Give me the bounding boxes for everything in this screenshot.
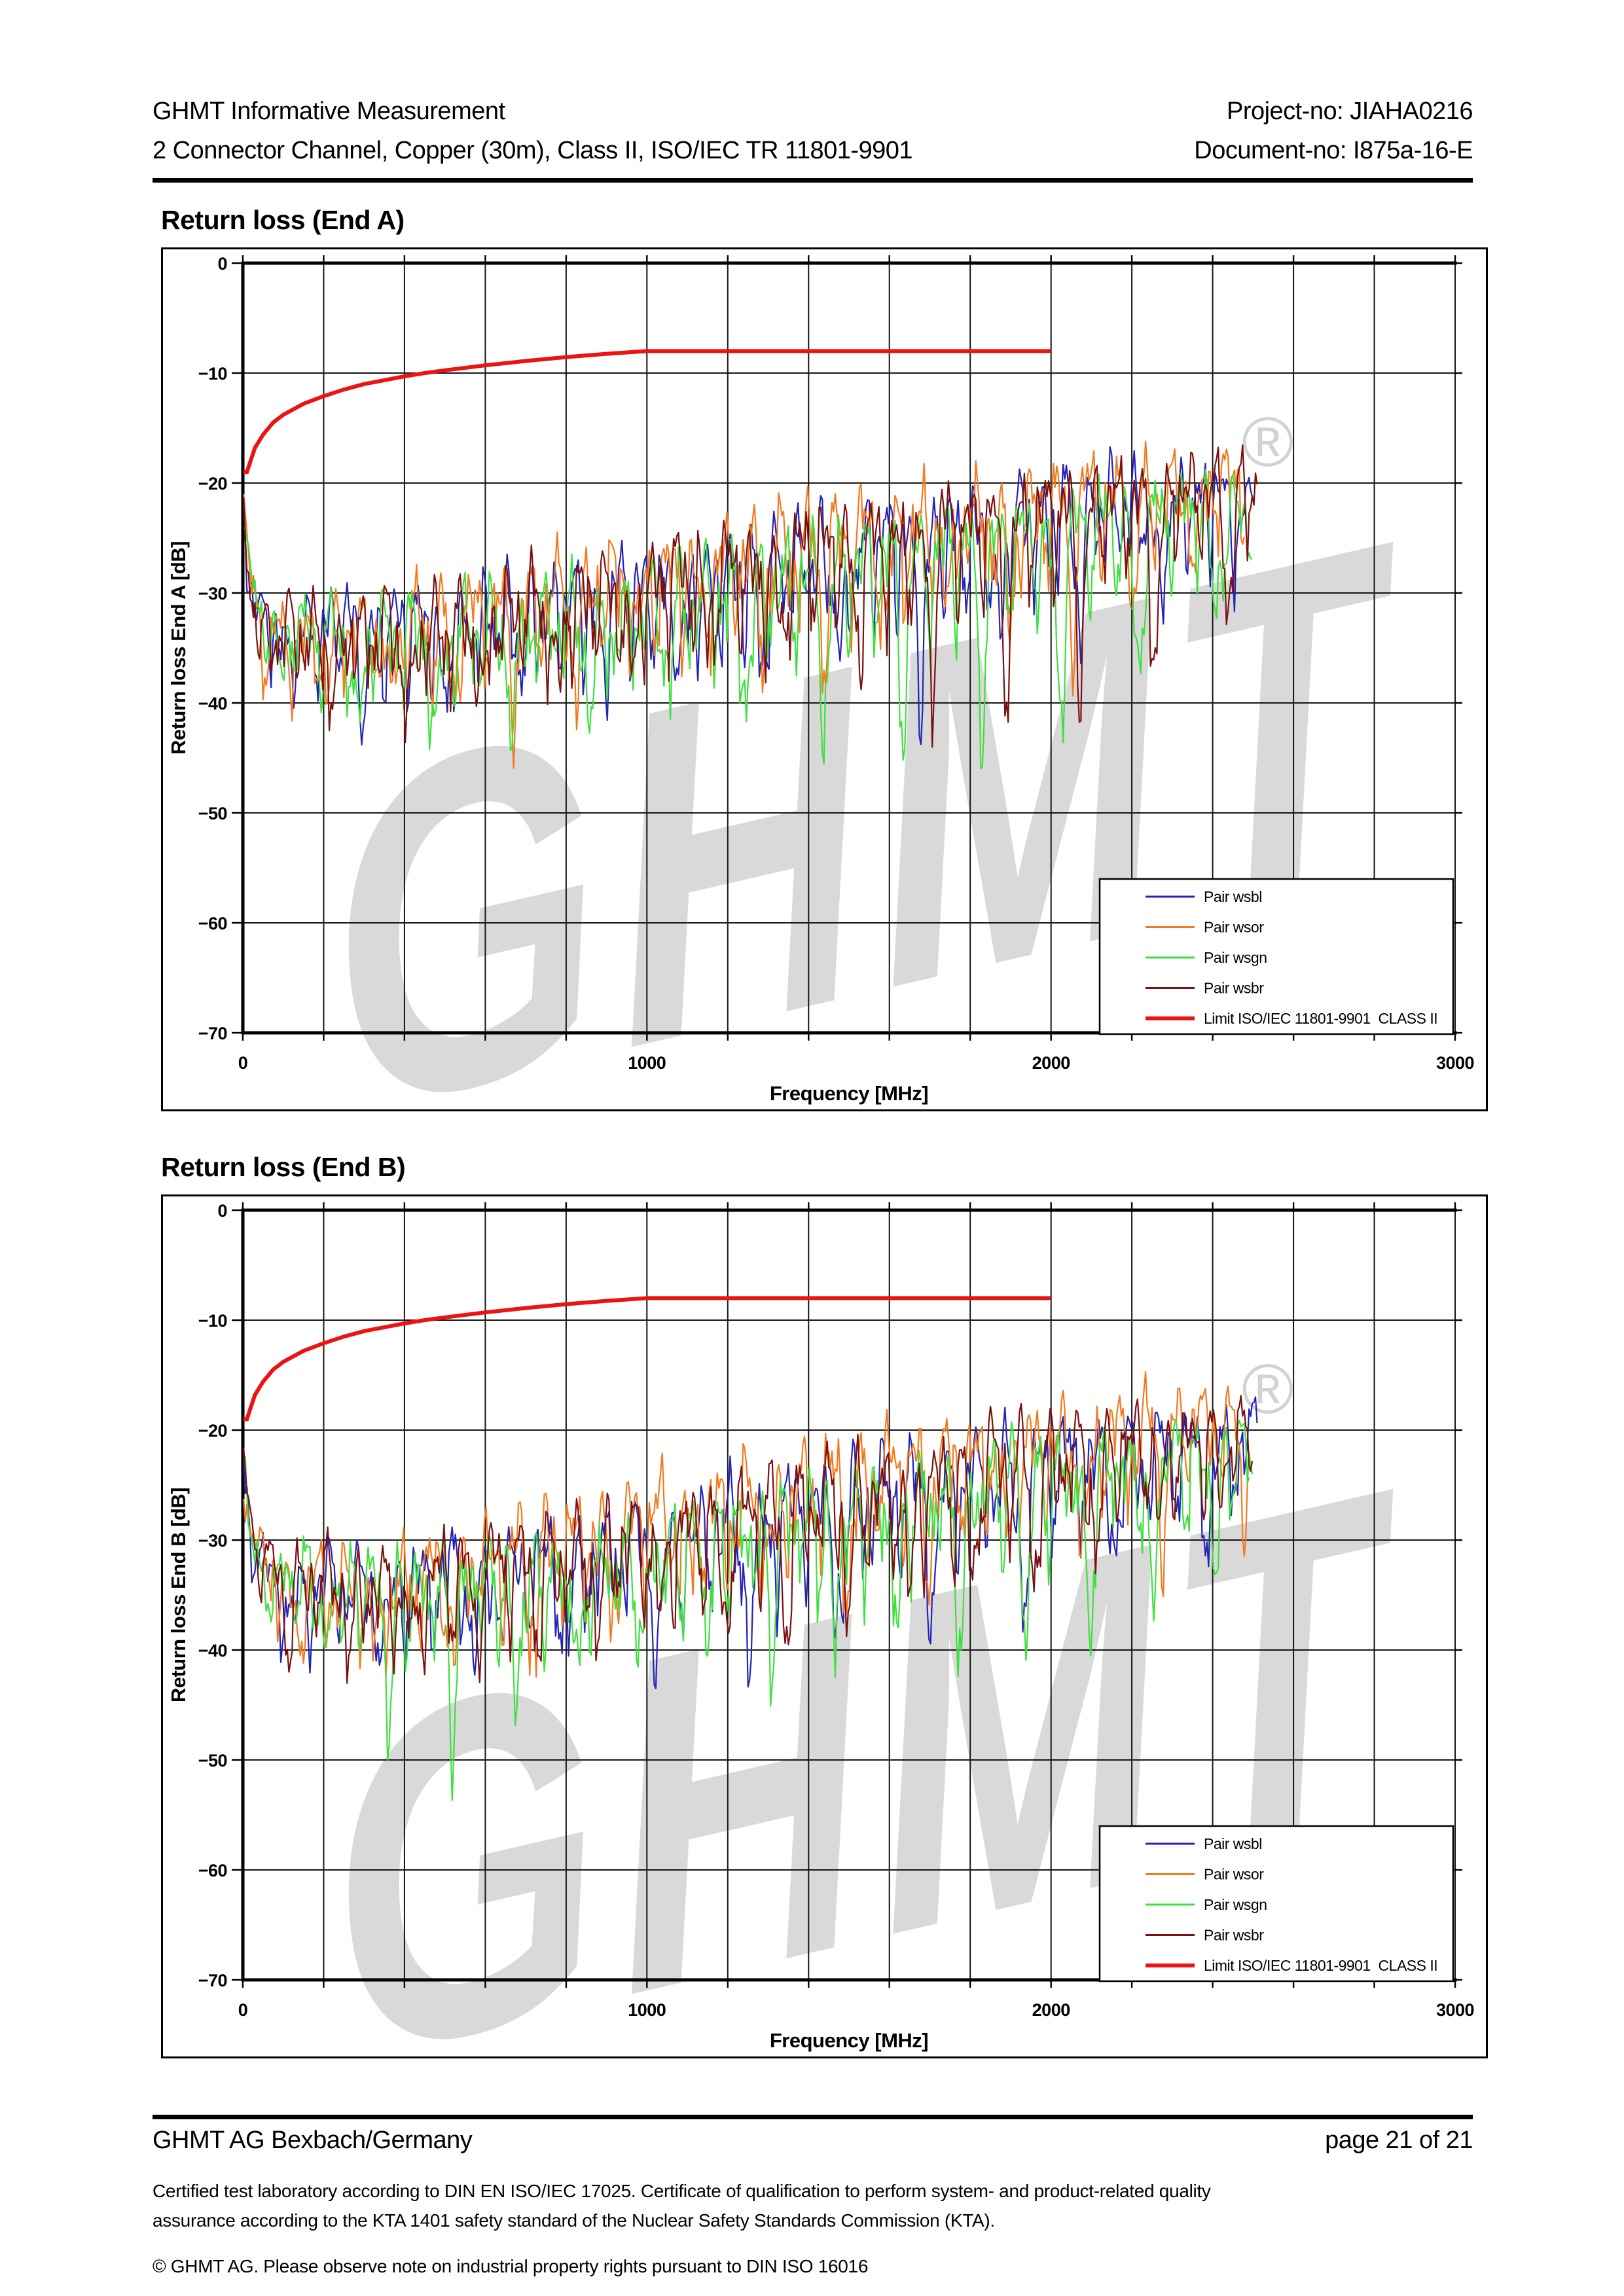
- footer-divider: [153, 2115, 1473, 2119]
- legend-label: Pair wsbr: [1204, 1927, 1264, 1944]
- svg-text:2000: 2000: [1032, 1053, 1070, 1073]
- svg-text:−40: −40: [198, 1641, 227, 1660]
- svg-text:−60: −60: [198, 914, 227, 933]
- header-title: GHMT Informative Measurement: [153, 98, 505, 125]
- chart-b-title: Return loss (End B): [161, 1152, 406, 1182]
- svg-text:−70: −70: [198, 1024, 227, 1043]
- x-axis-title: Frequency [MHz]: [770, 2029, 928, 2052]
- svg-text:−30: −30: [198, 1531, 227, 1551]
- svg-text:−60: −60: [198, 1861, 227, 1880]
- document-number: Document-no: I875a-16-E: [1194, 137, 1473, 164]
- tick-labels: 0 −10 −20 −30 −40 −50 −60 −70 0 1000 2000 3000: [198, 1201, 1475, 2020]
- registered-trademark-icon: ®: [1242, 402, 1294, 481]
- svg-text:−40: −40: [198, 694, 227, 713]
- legend: Pair wsbl Pair wsor Pair wsgn Pair wsbr Limi…: [1098, 1825, 1454, 1982]
- svg-text:−70: −70: [198, 1971, 227, 1990]
- header-divider: [153, 178, 1473, 183]
- chart-a-box: GHMT ® 0 −10 −20 −30 −40 −50 −60 −70 0 1000 2000 30…: [161, 247, 1488, 1111]
- svg-text:2000: 2000: [1032, 2000, 1070, 2020]
- legend-label: Pair wsbl: [1204, 1835, 1262, 1852]
- channel-description: 2 Connector Channel, Copper (30m), Class…: [153, 137, 913, 164]
- company-name: GHMT AG Bexbach/Germany: [153, 2126, 473, 2154]
- limit-line: [243, 349, 1051, 475]
- legend: Pair wsbl Pair wsor Pair wsgn Pair wsbr Limi…: [1098, 878, 1454, 1035]
- footer-main: GHMT AG Bexbach/Germany page 21 of 21: [153, 2126, 1473, 2155]
- certification-line-2: assurance according to the KTA 1401 safe…: [153, 2210, 995, 2231]
- svg-text:3000: 3000: [1436, 2000, 1474, 2020]
- svg-text:−30: −30: [198, 584, 227, 603]
- svg-text:−10: −10: [198, 1311, 227, 1331]
- svg-text:3000: 3000: [1436, 1053, 1474, 1073]
- svg-text:−20: −20: [198, 1421, 227, 1441]
- svg-text:0: 0: [217, 254, 227, 274]
- tick-labels: 0 −10 −20 −30 −40 −50 −60 −70 0 1000 2000 3000: [198, 254, 1475, 1073]
- svg-text:0: 0: [238, 2000, 248, 2020]
- svg-text:1000: 1000: [628, 2000, 666, 2020]
- trace-pair-wsor: [243, 1371, 1250, 1678]
- svg-text:−20: −20: [198, 474, 227, 493]
- y-axis-title: Return loss End A [dB]: [167, 541, 190, 755]
- limit-line: [243, 1296, 1051, 1422]
- axis-ticks: [232, 255, 1462, 1041]
- trace-pair-wsbr: [243, 444, 1258, 748]
- legend-label: Pair wsbl: [1204, 888, 1262, 905]
- header-line-2: 2 Connector Channel, Copper (30m), Class…: [153, 136, 1473, 165]
- return-loss-end-a-chart: 0 −10 −20 −30 −40 −50 −60 −70 0 1000 2000 3000 Frequ…: [167, 254, 1475, 1105]
- legend-label: Pair wsgn: [1204, 1896, 1267, 1913]
- certification-line-1: Certified test laboratory according to D…: [153, 2181, 1211, 2201]
- page-number: page 21 of 21: [1325, 2126, 1473, 2154]
- trace-pair-wsor: [243, 440, 1245, 769]
- svg-text:−50: −50: [198, 1751, 227, 1770]
- project-number: Project-no: JIAHA0216: [1226, 98, 1473, 125]
- certification-text: Certified test laboratory according to D…: [153, 2176, 1473, 2235]
- trace-pair-wsgn: [243, 469, 1253, 770]
- copyright-note: © GHMT AG. Please observe note on indust…: [153, 2256, 869, 2276]
- chart-a-title: Return loss (End A): [161, 205, 405, 235]
- svg-text:0: 0: [217, 1201, 227, 1221]
- x-axis-title: Frequency [MHz]: [770, 1082, 928, 1105]
- trace-pair-wsgn: [243, 1419, 1254, 1801]
- chart-b-box: GHMT ® 0 −10 −20 −30 −40 −50 −60 −70 0 1000 2000 30…: [161, 1194, 1488, 2058]
- legend-label: Pair wsor: [1204, 919, 1264, 936]
- svg-text:−10: −10: [198, 364, 227, 384]
- legend-label: Pair wsor: [1204, 1866, 1264, 1883]
- legend-label: Limit ISO/IEC 11801-9901 CLASS II: [1204, 1010, 1437, 1027]
- trace-pair-wsbr: [243, 1395, 1254, 1685]
- return-loss-end-b-chart: 0 −10 −20 −30 −40 −50 −60 −70 0 1000 2000 3000 Frequ…: [167, 1201, 1475, 2052]
- svg-text:1000: 1000: [628, 1053, 666, 1073]
- legend-label: Pair wsgn: [1204, 949, 1267, 966]
- svg-text:0: 0: [238, 1053, 248, 1073]
- header-line-1: GHMT Informative Measurement Project-no:…: [153, 97, 1473, 126]
- legend-label: Limit ISO/IEC 11801-9901 CLASS II: [1204, 1957, 1437, 1974]
- trace-pair-wsbl: [243, 1396, 1258, 1690]
- svg-text:−50: −50: [198, 804, 227, 823]
- y-axis-title: Return loss End B [dB]: [167, 1488, 190, 1702]
- legend-label: Pair wsbr: [1204, 980, 1264, 997]
